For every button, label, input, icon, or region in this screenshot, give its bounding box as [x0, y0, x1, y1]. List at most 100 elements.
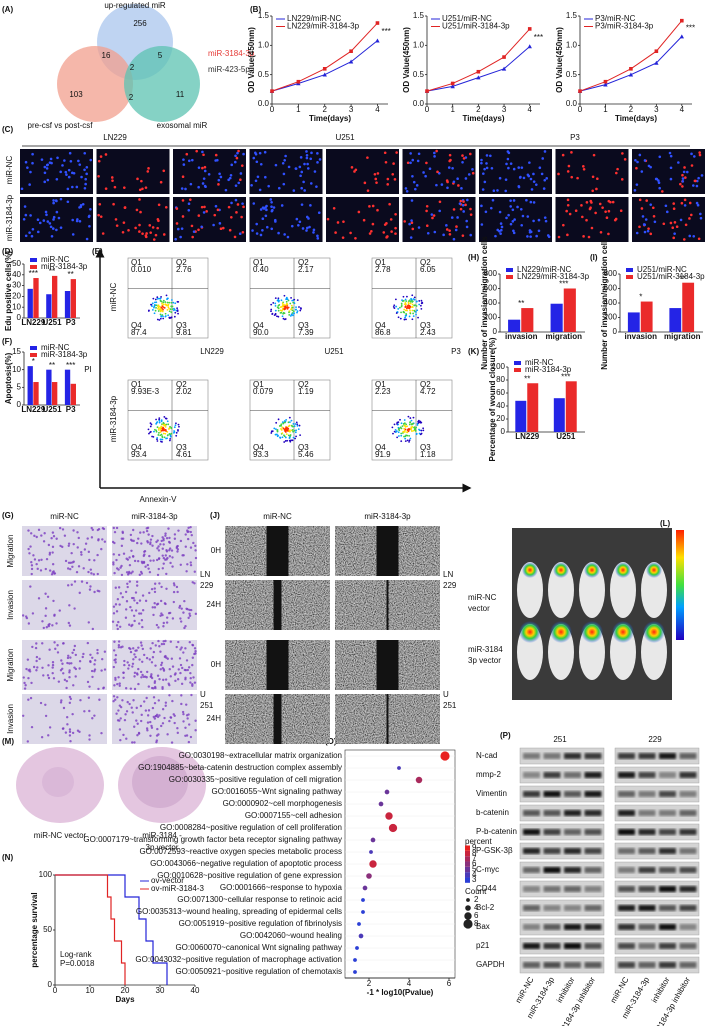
nucleus: [191, 235, 194, 239]
term-label: GO:0030198~extracellular matrix organiza…: [179, 751, 342, 760]
stained-cell: [118, 603, 121, 606]
quadrant-name: Q3: [298, 321, 309, 330]
nucleus: [506, 157, 510, 161]
stained-cell: [169, 716, 172, 719]
event: [157, 310, 160, 312]
nucleus: [679, 182, 682, 186]
event: [282, 312, 285, 315]
group-label: miR-3184: [468, 645, 503, 654]
nucleus: [264, 214, 268, 218]
nucleus: [450, 216, 454, 219]
nucleus: [189, 198, 192, 201]
x-tick-label: 3: [502, 105, 507, 114]
nucleus: [438, 200, 442, 204]
event: [287, 299, 290, 302]
nucleus: [51, 227, 55, 230]
color-key: [465, 877, 470, 883]
nucleus: [274, 163, 278, 167]
event: [291, 425, 294, 428]
nucleus: [537, 229, 541, 233]
stained-cell: [140, 572, 144, 575]
quadrant-value: 9.93E-3: [131, 387, 160, 396]
nucleus: [145, 232, 148, 235]
stained-cell: [133, 599, 136, 602]
stained-cell: [189, 561, 192, 564]
term-label: GO:0043032~positive regulation of macrop…: [135, 955, 342, 964]
stained-cell: [86, 537, 89, 540]
term-label: GO:0071300~cellular response to retinoic…: [177, 895, 342, 904]
term-label: GO:0051919~positive regulation of fibrin…: [179, 919, 342, 928]
nucleus: [357, 210, 361, 214]
blot-strip: [614, 937, 700, 955]
nucleus: [669, 154, 673, 158]
blot-band: [659, 905, 676, 911]
nucleus: [384, 160, 388, 164]
row-label: miR-NC: [5, 156, 14, 185]
nucleus: [201, 182, 205, 185]
stained-cell: [151, 544, 154, 547]
quadrant-value: 1.18: [420, 450, 436, 459]
stained-cell: [45, 557, 49, 561]
event: [400, 304, 403, 307]
event: [407, 300, 410, 303]
nucleus: [451, 166, 454, 170]
stained-cell: [165, 621, 169, 624]
blot-band: [638, 791, 656, 797]
nucleus: [121, 230, 125, 234]
lane-label: miR-NC: [609, 975, 631, 1004]
nucleus: [532, 180, 536, 183]
stained-cell: [121, 530, 124, 534]
stained-cell: [77, 565, 81, 568]
stained-cell: [44, 592, 47, 595]
nucleus: [700, 174, 704, 177]
nucleus: [69, 159, 73, 163]
stained-cell: [35, 535, 38, 539]
stained-cell: [28, 552, 31, 555]
event: [399, 418, 401, 421]
event: [400, 434, 403, 437]
stained-cell: [136, 722, 139, 725]
stained-cell: [123, 663, 126, 667]
event: [403, 424, 406, 427]
y-tick-label: 10: [12, 302, 21, 311]
event: [408, 434, 411, 437]
stained-cell: [188, 608, 191, 612]
nucleus: [619, 209, 623, 212]
nucleus: [97, 159, 101, 163]
event: [173, 315, 176, 318]
nucleus: [431, 216, 434, 220]
nucleus: [239, 172, 243, 175]
stained-cell: [162, 678, 165, 682]
event: [396, 423, 398, 425]
y-tick-label: 100: [492, 362, 506, 371]
event: [281, 308, 284, 311]
nucleus: [445, 224, 448, 227]
stained-cell: [116, 627, 119, 631]
event: [158, 421, 161, 424]
stained-cell: [179, 617, 182, 620]
x-tick-label: 40: [191, 986, 200, 995]
nucleus: [480, 204, 483, 208]
stained-cell: [89, 585, 92, 588]
stained-cell: [80, 553, 83, 556]
nucleus: [104, 153, 108, 156]
event: [271, 313, 274, 315]
nucleus: [490, 166, 494, 170]
term-label: GO:0060070~canonical Wnt signaling pathw…: [175, 943, 342, 952]
x-tick-label: 4: [375, 105, 380, 114]
event: [415, 300, 418, 303]
blot-band: [543, 962, 561, 968]
stained-cell: [112, 665, 116, 669]
dot: [366, 873, 372, 879]
stained-cell: [88, 685, 91, 688]
event: [156, 436, 159, 439]
stained-cell: [135, 672, 139, 675]
stained-cell: [88, 558, 91, 562]
event: [156, 438, 158, 441]
nucleus: [72, 171, 76, 175]
stained-cell: [140, 560, 144, 564]
x-tick-label: 0: [425, 105, 430, 114]
stained-cell: [159, 543, 162, 546]
nucleus: [277, 186, 281, 190]
event: [418, 428, 420, 431]
